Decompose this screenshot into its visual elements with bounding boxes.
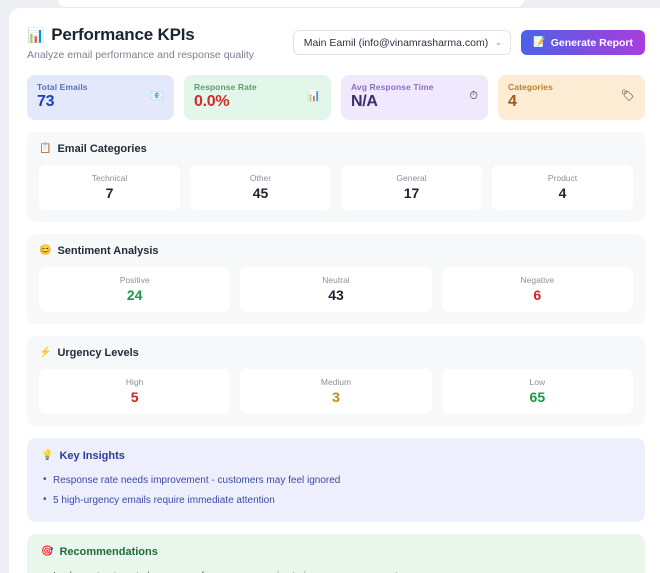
- tile-value: 17: [403, 185, 420, 201]
- list-item: Implement automated responses for common…: [41, 567, 631, 573]
- kpi-value: 4: [508, 93, 517, 110]
- tile-product: Product 4: [492, 165, 633, 210]
- section-title-text: Email Categories: [57, 143, 147, 155]
- kpi-card-avg-response-time: Avg Response Time N/A ⏱: [341, 75, 488, 120]
- kpi-value: 73: [37, 93, 55, 110]
- list-item: Response rate needs improvement - custom…: [41, 471, 631, 491]
- tile-low: Low 65: [441, 369, 633, 414]
- account-select[interactable]: Main Eamil (info@vinamrasharma.com) ⌄: [292, 30, 512, 55]
- kpi-card-categories: Categories 4 🏷: [498, 75, 645, 120]
- tile-general: General 17: [341, 165, 482, 210]
- section-title: 😊 Sentiment Analysis: [39, 245, 633, 257]
- tile-label: Other: [249, 173, 272, 183]
- panel-header: 📊 Performance KPIs Analyze email perform…: [27, 24, 645, 75]
- tile-label: Positive: [119, 275, 150, 285]
- tile-label: Low: [529, 377, 546, 387]
- page-title-text: Performance KPIs: [51, 25, 195, 44]
- tile-value: 45: [252, 185, 269, 201]
- section-urgency-levels: ⚡ Urgency Levels High 5 Medium 3 Low 65: [27, 336, 645, 426]
- tile-value: 3: [332, 389, 340, 405]
- stopwatch-icon: ⏱: [469, 90, 478, 102]
- kpi-card-response-rate: Response Rate 0.0% 📊: [184, 75, 331, 120]
- header-actions: Main Eamil (info@vinamrasharma.com) ⌄ 📝 …: [292, 24, 645, 55]
- section-key-insights: 💡 Key Insights Response rate needs impro…: [27, 438, 645, 522]
- kpi-value: N/A: [351, 93, 378, 110]
- tile-label: General: [396, 173, 427, 183]
- tile-label: Product: [547, 173, 578, 183]
- clipboard-icon: 📋: [39, 143, 52, 154]
- smiley-face-icon: 😊: [39, 245, 52, 256]
- tile-value: 6: [533, 287, 542, 303]
- tile-label: Neutral: [322, 275, 350, 285]
- section-title: 📋 Email Categories: [39, 143, 633, 155]
- header-text-group: 📊 Performance KPIs Analyze email perform…: [27, 24, 254, 61]
- tile-label: Medium: [320, 377, 352, 387]
- tile-value: 5: [130, 389, 139, 405]
- kpi-label: Response Rate: [194, 82, 257, 92]
- section-title-text: Recommendations: [59, 546, 158, 558]
- recommendations-list: Implement automated responses for common…: [41, 567, 631, 573]
- kpi-card-row: Total Emails 73 📧 Response Rate 0.0% 📊 A…: [27, 75, 645, 120]
- report-icon: 📝: [533, 37, 546, 48]
- kpi-label: Total Emails: [37, 82, 88, 92]
- performance-kpis-panel: 📊 Performance KPIs Analyze email perform…: [8, 8, 660, 573]
- tile-other: Other 45: [190, 165, 331, 210]
- key-insights-list: Response rate needs improvement - custom…: [41, 471, 631, 510]
- kpi-value: 0.0%: [194, 93, 230, 110]
- tile-value: 7: [105, 185, 114, 201]
- tile-value: 24: [126, 287, 143, 303]
- section-recommendations: 🎯 Recommendations Implement automated re…: [27, 534, 645, 573]
- tile-negative: Negative 6: [441, 267, 633, 312]
- lightbulb-icon: 💡: [41, 450, 54, 461]
- list-item: 5 high-urgency emails require immediate …: [41, 491, 631, 511]
- chevron-down-icon: ⌄: [494, 36, 503, 47]
- section-title: 💡 Key Insights: [41, 450, 631, 462]
- tile-value: 65: [529, 389, 546, 405]
- bar-chart-icon: 📊: [27, 27, 45, 43]
- section-title: 🎯 Recommendations: [41, 546, 631, 558]
- bar-chart-icon: 📊: [307, 90, 321, 102]
- tile-medium: Medium 3: [240, 369, 432, 414]
- email-icon: 📧: [150, 90, 164, 102]
- previous-card-edge: [56, 0, 526, 8]
- category-tiles: Technical 7 Other 45 General 17 Product …: [39, 165, 633, 210]
- section-title-text: Sentiment Analysis: [57, 245, 159, 257]
- lightning-bolt-icon: ⚡: [39, 347, 52, 358]
- tile-label: Negative: [520, 275, 555, 285]
- kpi-label: Avg Response Time: [351, 82, 434, 92]
- tile-neutral: Neutral 43: [240, 267, 432, 312]
- account-select-value: Main Eamil (info@vinamrasharma.com): [303, 36, 489, 49]
- generate-report-label: Generate Report: [550, 36, 633, 49]
- tile-high: High 5: [39, 369, 231, 414]
- kpi-card-total-emails: Total Emails 73 📧: [27, 75, 174, 120]
- section-email-categories: 📋 Email Categories Technical 7 Other 45 …: [27, 132, 645, 222]
- page-title: 📊 Performance KPIs: [27, 25, 254, 45]
- tile-positive: Positive 24: [39, 267, 231, 312]
- generate-report-button[interactable]: 📝 Generate Report: [521, 30, 645, 55]
- target-icon: 🎯: [41, 546, 54, 557]
- section-title-text: Urgency Levels: [57, 347, 139, 359]
- kpi-label: Categories: [508, 82, 553, 92]
- section-sentiment-analysis: 😊 Sentiment Analysis Positive 24 Neutral…: [27, 234, 645, 324]
- section-title-text: Key Insights: [59, 450, 125, 462]
- page-subtitle: Analyze email performance and response q…: [27, 49, 255, 61]
- tile-label: Technical: [91, 173, 128, 183]
- tile-label: High: [125, 377, 144, 387]
- urgency-tiles: High 5 Medium 3 Low 65: [39, 369, 633, 414]
- sentiment-tiles: Positive 24 Neutral 43 Negative 6: [39, 267, 633, 312]
- tag-icon: 🏷: [621, 90, 635, 102]
- tile-value: 43: [328, 287, 344, 303]
- section-title: ⚡ Urgency Levels: [39, 347, 633, 359]
- tile-technical: Technical 7: [39, 165, 180, 210]
- tile-value: 4: [558, 185, 567, 201]
